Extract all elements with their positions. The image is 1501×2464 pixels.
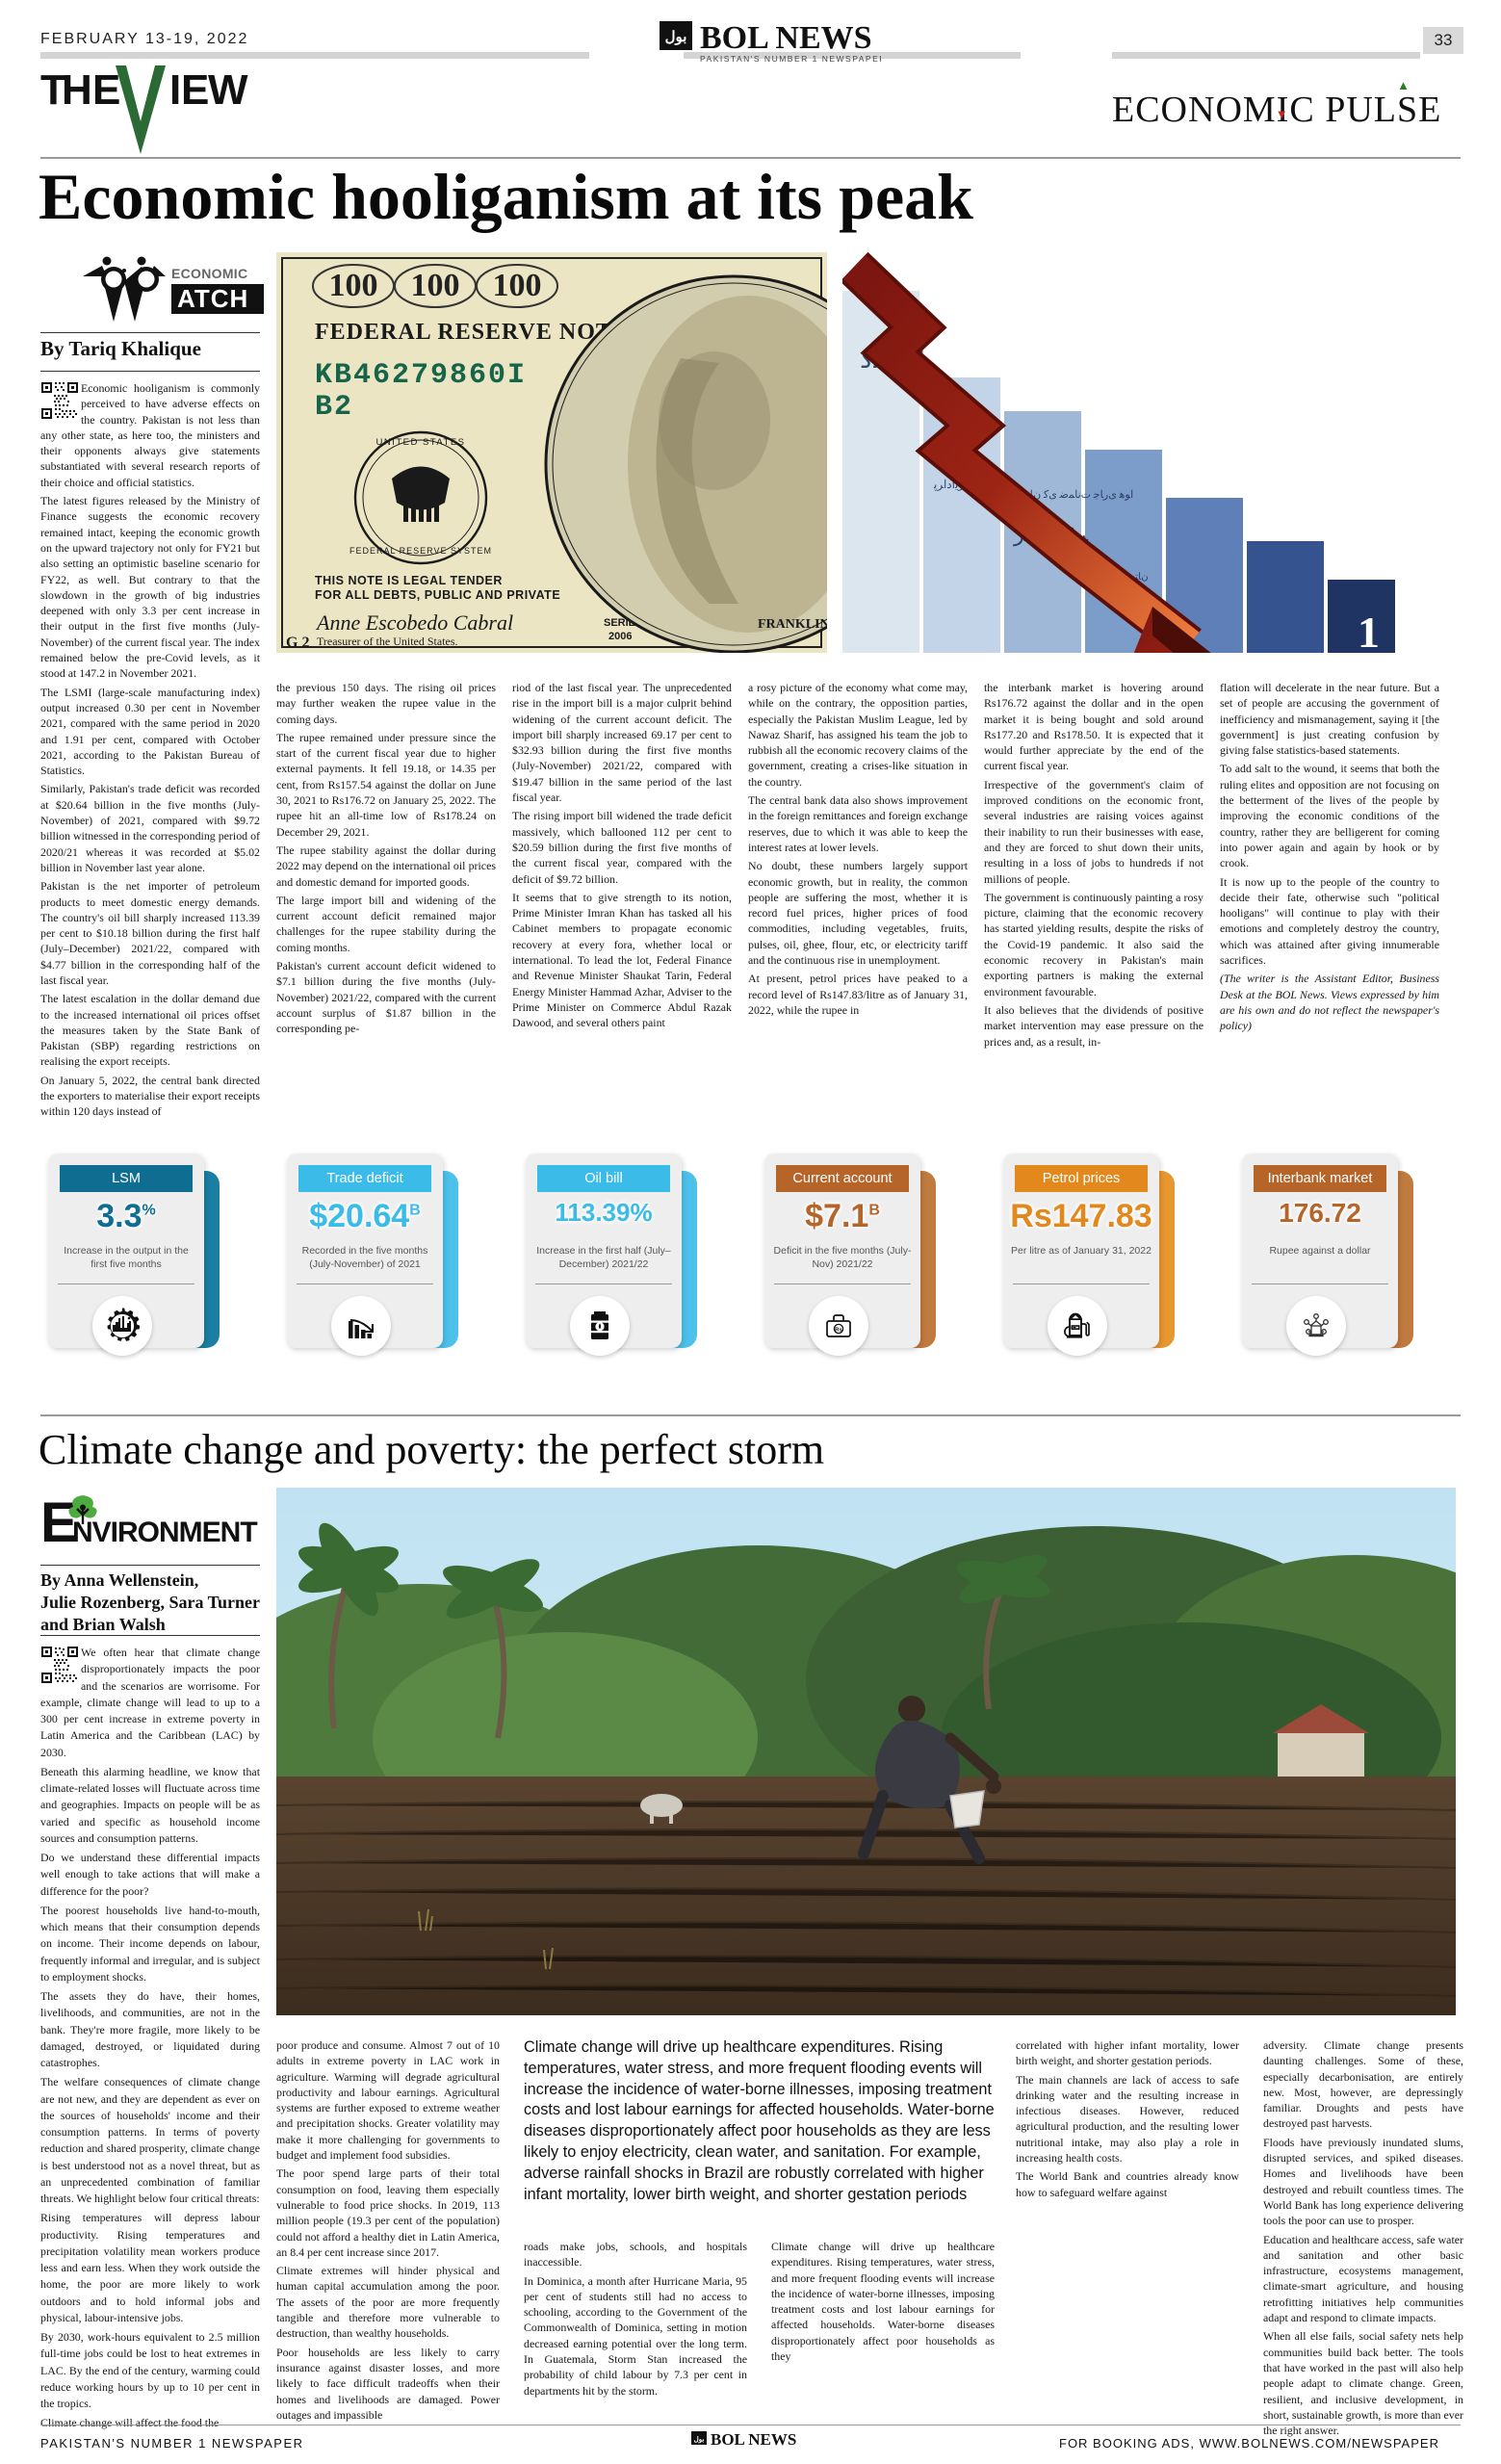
svg-text:PAKISTAN'S NUMBER 1 NEWSPAPER: PAKISTAN'S NUMBER 1 NEWSPAPER bbox=[700, 54, 881, 64]
svg-text:THIS NOTE IS LEGAL TENDER: THIS NOTE IS LEGAL TENDER bbox=[315, 574, 503, 587]
svg-text:FOR ALL DEBTS, PUBLIC AND PRIV: FOR ALL DEBTS, PUBLIC AND PRIVATE bbox=[315, 588, 560, 602]
svg-text:I: I bbox=[169, 66, 181, 114]
svg-text:KB46279860I: KB46279860I bbox=[315, 359, 527, 392]
svg-text:E: E bbox=[92, 66, 120, 114]
svg-text:2006: 2006 bbox=[608, 631, 632, 642]
svg-text:بول: بول bbox=[694, 2436, 705, 2444]
svg-text:E: E bbox=[181, 66, 209, 114]
svg-text:ECONOMIC: ECONOMIC bbox=[171, 266, 247, 281]
svg-text:FEDERAL RESERVE SYSTEM: FEDERAL RESERVE SYSTEM bbox=[349, 546, 492, 556]
svg-text:FEDERAL RESERVE NOTE: FEDERAL RESERVE NOTE bbox=[315, 320, 629, 345]
svg-text:Rs: Rs bbox=[835, 1327, 841, 1333]
svg-text:B2: B2 bbox=[315, 391, 353, 424]
svg-text:100: 100 bbox=[329, 268, 378, 303]
svg-text:NVIRONMENT: NVIRONMENT bbox=[72, 1517, 257, 1548]
svg-text:W: W bbox=[208, 66, 248, 114]
svg-text:FRANKLIN: FRANKLIN bbox=[758, 617, 827, 632]
svg-text:ATCH: ATCH bbox=[177, 284, 248, 313]
svg-text:1: 1 bbox=[1358, 608, 1380, 653]
svg-text:UNITED STATES: UNITED STATES bbox=[375, 437, 465, 448]
svg-text:بول: بول bbox=[665, 29, 687, 45]
svg-text:100: 100 bbox=[411, 268, 460, 303]
svg-text:BOL NEWS: BOL NEWS bbox=[711, 2430, 796, 2449]
svg-text:Anne Escobedo Cabral: Anne Escobedo Cabral bbox=[315, 610, 513, 635]
svg-text:H: H bbox=[62, 66, 92, 114]
svg-text:G 2: G 2 bbox=[286, 635, 309, 651]
svg-text:100: 100 bbox=[493, 268, 542, 303]
svg-text:BOL NEWS: BOL NEWS bbox=[700, 20, 872, 56]
svg-text:Treasurer of the United States: Treasurer of the United States. bbox=[317, 635, 458, 648]
